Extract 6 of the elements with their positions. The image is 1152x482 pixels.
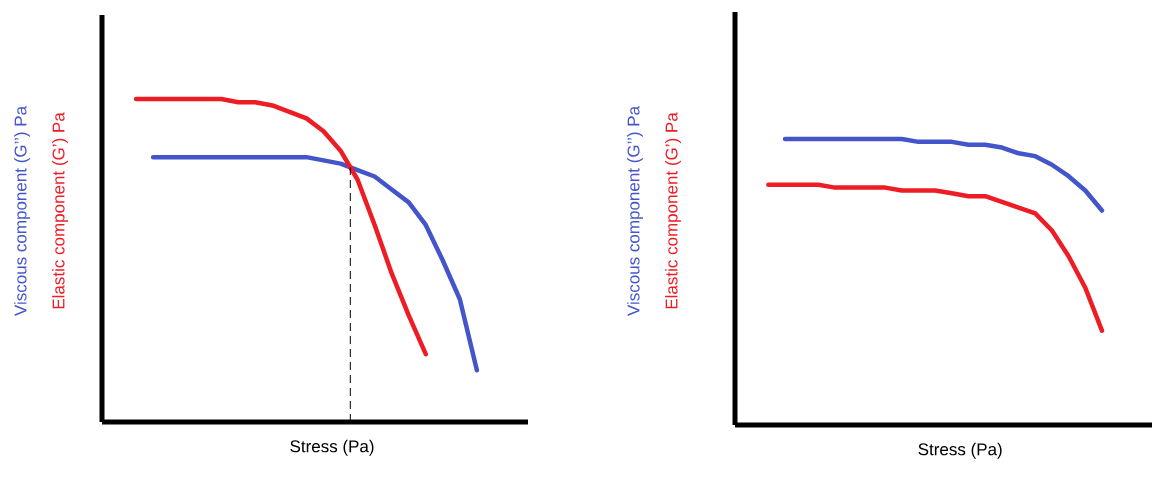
text: Elastic component (G’) Pa <box>665 112 681 309</box>
text: Elastic component (G’) Pa <box>52 112 68 309</box>
x-axis-title: Stress (Pa) <box>290 439 374 456</box>
text: Viscous component (G’’) Pa <box>14 105 30 316</box>
text: Viscous component (G’’) Pa <box>627 105 643 316</box>
x-axis-title: Stress (Pa) <box>918 442 1002 459</box>
